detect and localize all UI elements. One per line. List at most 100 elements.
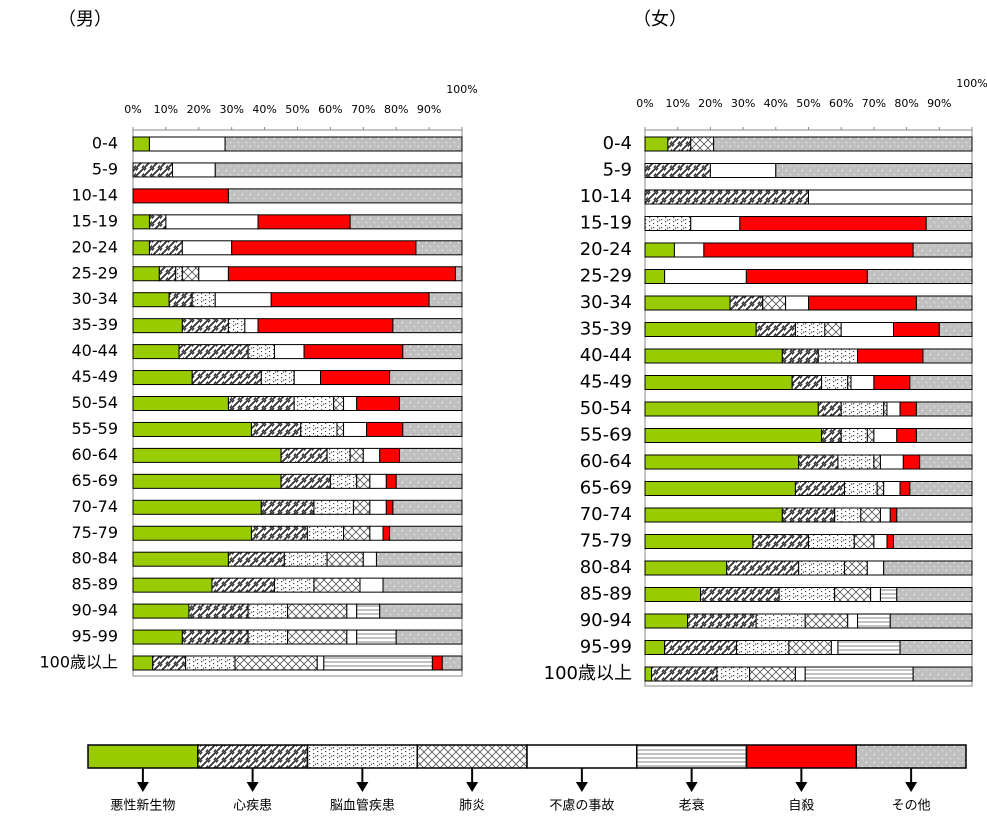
y-tick-label: 70-74	[580, 504, 632, 525]
bar-segment	[821, 428, 842, 443]
x-tick-label: 0%	[124, 103, 141, 116]
bar-segment	[257, 214, 351, 230]
bar-segment	[866, 560, 885, 576]
bar-segment	[362, 551, 377, 567]
bar-segment	[132, 214, 150, 230]
bar-segment	[821, 375, 849, 390]
legend-arrow-head	[795, 782, 808, 792]
legend-label: 不慮の事故	[549, 799, 614, 814]
bar-segment	[181, 629, 249, 645]
y-tick-label: 10-14	[580, 186, 632, 207]
bar-segment	[326, 551, 364, 567]
bar-segment	[231, 240, 417, 256]
bar-segment	[336, 421, 345, 437]
y-tick-label: 60-64	[72, 445, 119, 464]
x-tick-label: 90%	[927, 97, 951, 110]
bar-segment	[132, 499, 262, 515]
bar-segment	[181, 240, 233, 256]
bar-segment	[791, 375, 823, 390]
legend-swatch	[197, 744, 309, 769]
bar-segment	[389, 370, 463, 386]
x-tick-label: 80%	[384, 103, 408, 116]
bar-segment	[402, 421, 463, 437]
x-tick-label: 30%	[731, 97, 755, 110]
bar-segment	[703, 242, 914, 258]
bar-segment	[382, 577, 463, 593]
bar-segment	[644, 560, 728, 576]
bar-segment	[837, 640, 901, 655]
bar-segment	[775, 163, 973, 178]
bar-segment	[224, 136, 463, 152]
bar-segment	[293, 370, 322, 386]
legend-arrow-head	[905, 782, 918, 792]
bar-segment	[316, 655, 325, 671]
bar-segment	[700, 587, 780, 602]
bar-segment	[148, 214, 167, 230]
bar-segment	[132, 162, 173, 178]
bar-segment	[247, 629, 289, 645]
bar-segment	[227, 266, 456, 282]
bar-segment	[853, 534, 875, 549]
bar-segment	[346, 603, 358, 619]
bar-segment	[402, 344, 463, 360]
bar-segment	[922, 348, 973, 364]
bar-segment	[644, 322, 757, 337]
bar-segment	[644, 613, 689, 629]
bar-segment	[749, 666, 796, 682]
y-tick-label: 20-24	[580, 239, 632, 260]
bar-segment	[794, 481, 845, 496]
legend-swatch	[87, 744, 199, 769]
bar-segment	[889, 613, 973, 629]
y-tick-label: 65-69	[72, 471, 119, 490]
bar-segment	[366, 421, 404, 437]
bar-segment	[382, 525, 391, 541]
y-tick-label: 25-29	[72, 263, 119, 282]
bar-segment	[644, 587, 702, 602]
legend-arrow-head	[685, 782, 698, 792]
bar-segment	[306, 525, 345, 541]
bar-segment	[755, 322, 796, 337]
bar-segment	[893, 534, 973, 549]
legend-arrow-head	[136, 782, 149, 792]
bar-segment	[250, 421, 302, 437]
legend-label: 脳血管疾患	[330, 799, 395, 814]
bar-segment	[925, 216, 973, 231]
y-tick-label: 35-39	[72, 315, 119, 334]
y-tick-label: 55-59	[72, 419, 119, 438]
y-tick-label: 15-19	[580, 213, 632, 234]
bar-segment	[326, 447, 351, 463]
bar-segment	[323, 655, 433, 671]
bar-segment	[896, 587, 973, 602]
legend-arrow-head	[246, 782, 259, 792]
bar-segment	[132, 344, 180, 360]
bar-segment	[729, 295, 764, 311]
y-tick-label: 50-54	[72, 393, 119, 412]
bar-segment	[794, 666, 806, 682]
bar-segment	[896, 507, 973, 523]
bar-segment	[866, 269, 973, 284]
bar-segment	[644, 375, 793, 390]
bar-segment	[270, 292, 430, 308]
bar-segment	[188, 603, 249, 619]
bar-segment	[840, 428, 868, 443]
y-tick-label: 95-99	[580, 637, 632, 658]
bar-segment	[132, 473, 282, 489]
y-tick-label: 15-19	[72, 211, 119, 230]
bar-segment	[247, 344, 275, 360]
bar-segment	[873, 375, 911, 390]
bar-segment	[690, 136, 715, 152]
y-tick-label: 75-79	[580, 531, 632, 552]
y-tick-label: 80-84	[72, 549, 119, 568]
bar-segment	[300, 421, 338, 437]
x-tick-label: 20%	[187, 103, 211, 116]
bar-segment	[181, 318, 229, 334]
bar-segment	[860, 507, 881, 523]
bar-segment	[902, 454, 921, 470]
x-tick-label: 90%	[417, 103, 441, 116]
y-tick-label: 40-44	[72, 341, 119, 360]
legend-label: 老衰	[679, 798, 705, 814]
bar-segment	[785, 295, 809, 311]
bar-segment	[428, 292, 463, 308]
bar-segment	[736, 640, 790, 655]
